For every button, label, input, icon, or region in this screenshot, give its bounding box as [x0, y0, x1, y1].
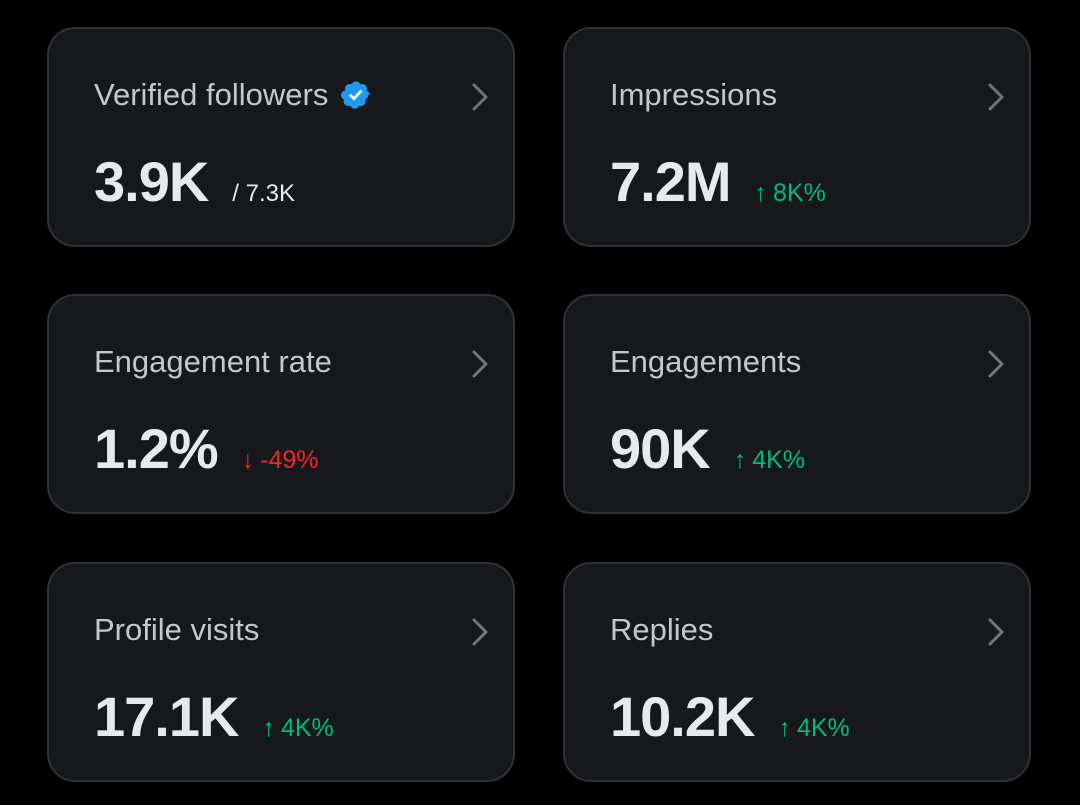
card-title: Replies [610, 612, 713, 648]
stat-value-row: 7.2M ↑ 8K% [610, 149, 826, 214]
arrow-up-icon: ↑ [733, 446, 747, 474]
stat-value: 3.9K [94, 150, 209, 213]
card-title-label: Impressions [610, 77, 778, 112]
chevron-right-icon [472, 83, 488, 111]
stat-value-row: 10.2K ↑ 4K% [610, 684, 850, 749]
arrow-up-icon: ↑ [262, 714, 275, 742]
stat-delta-value: 4K% [796, 714, 850, 742]
arrow-up-icon: ↑ [778, 714, 791, 742]
stat-value: 17.1K [94, 685, 239, 748]
card-title: Engagements [610, 344, 801, 380]
stat-delta-value: -49% [260, 446, 319, 474]
card-title: Profile visits [94, 612, 259, 648]
stat-card-engagement-rate[interactable]: Engagement rate 1.2% ↓ -49% [47, 294, 515, 514]
stat-value: 10.2K [610, 685, 755, 748]
stat-card-engagements[interactable]: Engagements 90K ↑ 4K% [563, 294, 1031, 514]
stat-value-row: 17.1K ↑ 4K% [94, 684, 334, 749]
card-title: Engagement rate [94, 344, 332, 380]
chevron-right-icon [472, 350, 488, 378]
stat-value-row: 1.2% ↓ -49% [94, 416, 319, 481]
stat-card-impressions[interactable]: Impressions 7.2M ↑ 8K% [563, 27, 1031, 247]
stat-delta-value: 8K% [773, 179, 826, 207]
chevron-right-icon [472, 618, 488, 646]
stat-delta: ↑ 4K% [778, 714, 849, 743]
card-title: Verified followers [94, 77, 372, 113]
card-title-label: Engagement rate [94, 344, 332, 379]
stat-value-row: 3.9K / 7.3K [94, 149, 295, 214]
stat-delta: ↑ 8K% [755, 179, 826, 208]
stat-value-row: 90K ↑ 4K% [610, 416, 805, 481]
stat-delta: ↓ -49% [242, 446, 319, 475]
card-title-label: Profile visits [94, 612, 260, 647]
stat-total: / 7.3K [232, 180, 296, 207]
stat-value: 7.2M [610, 150, 731, 213]
arrow-up-icon: ↑ [754, 179, 768, 207]
chevron-right-icon [988, 618, 1004, 646]
stat-value: 90K [610, 417, 711, 480]
card-title-label: Engagements [610, 344, 802, 379]
stat-value: 1.2% [94, 417, 219, 480]
chevron-right-icon [988, 350, 1004, 378]
card-title-label: Verified followers [94, 77, 329, 112]
verified-badge-icon [341, 81, 371, 109]
card-title-label: Replies [610, 612, 714, 647]
stat-card-replies[interactable]: Replies 10.2K ↑ 4K% [563, 562, 1031, 782]
stat-delta: ↑ 4K% [734, 446, 805, 475]
stat-card-verified-followers[interactable]: Verified followers 3.9K / 7.3K [47, 27, 515, 247]
card-title: Impressions [610, 77, 777, 113]
stat-card-profile-visits[interactable]: Profile visits 17.1K ↑ 4K% [47, 562, 515, 782]
stat-delta-value: 4K% [752, 446, 806, 474]
stat-delta: ↑ 4K% [262, 714, 333, 743]
arrow-down-icon: ↓ [241, 446, 255, 474]
stat-delta-value: 4K% [280, 714, 334, 742]
chevron-right-icon [988, 83, 1004, 111]
